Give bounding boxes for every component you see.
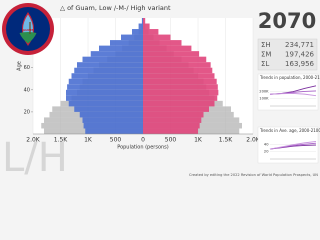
x-tick-label: 500 xyxy=(110,137,122,144)
x-tick-label: 0 xyxy=(141,137,145,144)
y-tick-label: 40 xyxy=(264,142,269,146)
bar xyxy=(143,56,207,63)
total-symbol: ΣM xyxy=(261,51,271,59)
total-value: 197,426 xyxy=(285,51,314,59)
chart-title: △ of Guam, Low /-M-/ High variant xyxy=(60,4,171,12)
bar xyxy=(82,117,143,123)
page: {"chart_data": [ {"type": "pyramid", "ti… xyxy=(2,3,320,180)
bar xyxy=(143,51,200,57)
bar xyxy=(143,62,211,68)
bar xyxy=(143,106,209,112)
bar xyxy=(68,100,143,107)
bar xyxy=(83,122,143,129)
bar xyxy=(143,111,204,118)
bar xyxy=(143,117,202,123)
bar xyxy=(74,106,143,112)
x-tick-label: 1K xyxy=(84,137,93,144)
x-tick-label: 500 xyxy=(165,137,177,144)
bar xyxy=(121,34,143,41)
x-tick-label: 1.5K xyxy=(54,137,69,144)
bar xyxy=(143,128,198,134)
total-symbol: ΣH xyxy=(261,41,271,49)
watermark: L/H xyxy=(2,135,68,180)
bar xyxy=(143,84,218,90)
mini-chart-title: Trends in Ave. age, 2000-2100 xyxy=(259,128,320,133)
bar xyxy=(66,89,143,96)
total-value: 234,771 xyxy=(285,41,314,49)
y-tick-label: 40 xyxy=(24,87,30,93)
x-tick-label: 1.5K xyxy=(219,137,234,144)
y-tick-label: 60 xyxy=(24,65,30,71)
bar xyxy=(143,78,217,85)
bar xyxy=(143,122,200,129)
bar xyxy=(143,89,219,96)
bar xyxy=(79,111,143,118)
bar xyxy=(82,56,143,63)
bar xyxy=(77,62,143,68)
trend-line xyxy=(269,92,317,97)
y-tick-label: 20 xyxy=(24,109,30,115)
total-symbol: ΣL xyxy=(261,60,269,68)
year: 2070 xyxy=(258,9,316,33)
bar xyxy=(68,78,143,85)
flag-seal-land xyxy=(19,32,37,44)
x-tick-label: 2.0K xyxy=(246,137,261,144)
x-axis-label: Population (persons) xyxy=(117,145,169,151)
bar xyxy=(143,18,146,24)
bar xyxy=(85,128,143,134)
bar xyxy=(143,73,215,79)
y-tick-label: 20 xyxy=(264,150,269,154)
bar xyxy=(66,95,143,101)
bar xyxy=(67,84,143,90)
bar xyxy=(74,67,143,74)
bar xyxy=(143,45,192,52)
chart-layer: L/H2.0K1.5K1K50005001K1.5K2.0K20406080Po… xyxy=(2,4,320,180)
y-tick-label: 200K xyxy=(259,89,269,93)
bar xyxy=(143,100,215,107)
credit: Created by editing the 2022 Revision of … xyxy=(189,173,318,177)
mini-chart-box xyxy=(257,73,319,111)
bar xyxy=(110,40,143,46)
bar xyxy=(141,18,143,24)
bar xyxy=(143,23,150,30)
bar xyxy=(132,29,143,35)
x-tick-label: 2.0K xyxy=(26,137,41,144)
bar xyxy=(71,73,143,79)
bar xyxy=(143,67,213,74)
bar xyxy=(90,51,143,57)
y-axis-label: Age xyxy=(17,61,23,71)
y-tick-label: 100K xyxy=(259,97,269,101)
mini-chart-title: Trends in population, 2000-2100 xyxy=(259,75,320,80)
bar xyxy=(143,40,182,46)
bar xyxy=(138,23,143,30)
total-value: 163,956 xyxy=(285,60,314,68)
screen: L/H2.0K1.5K1K50005001K1.5K2.0K20406080Po… xyxy=(2,3,320,180)
bar xyxy=(143,34,171,41)
flag-of-guam: GUAM xyxy=(2,3,54,55)
trend-line xyxy=(269,140,317,150)
bar xyxy=(143,29,159,35)
bar xyxy=(143,95,218,101)
flag-text: GUAM xyxy=(23,28,33,32)
x-tick-label: 1K xyxy=(194,137,203,144)
totals-box xyxy=(257,38,318,71)
bar xyxy=(99,45,143,52)
